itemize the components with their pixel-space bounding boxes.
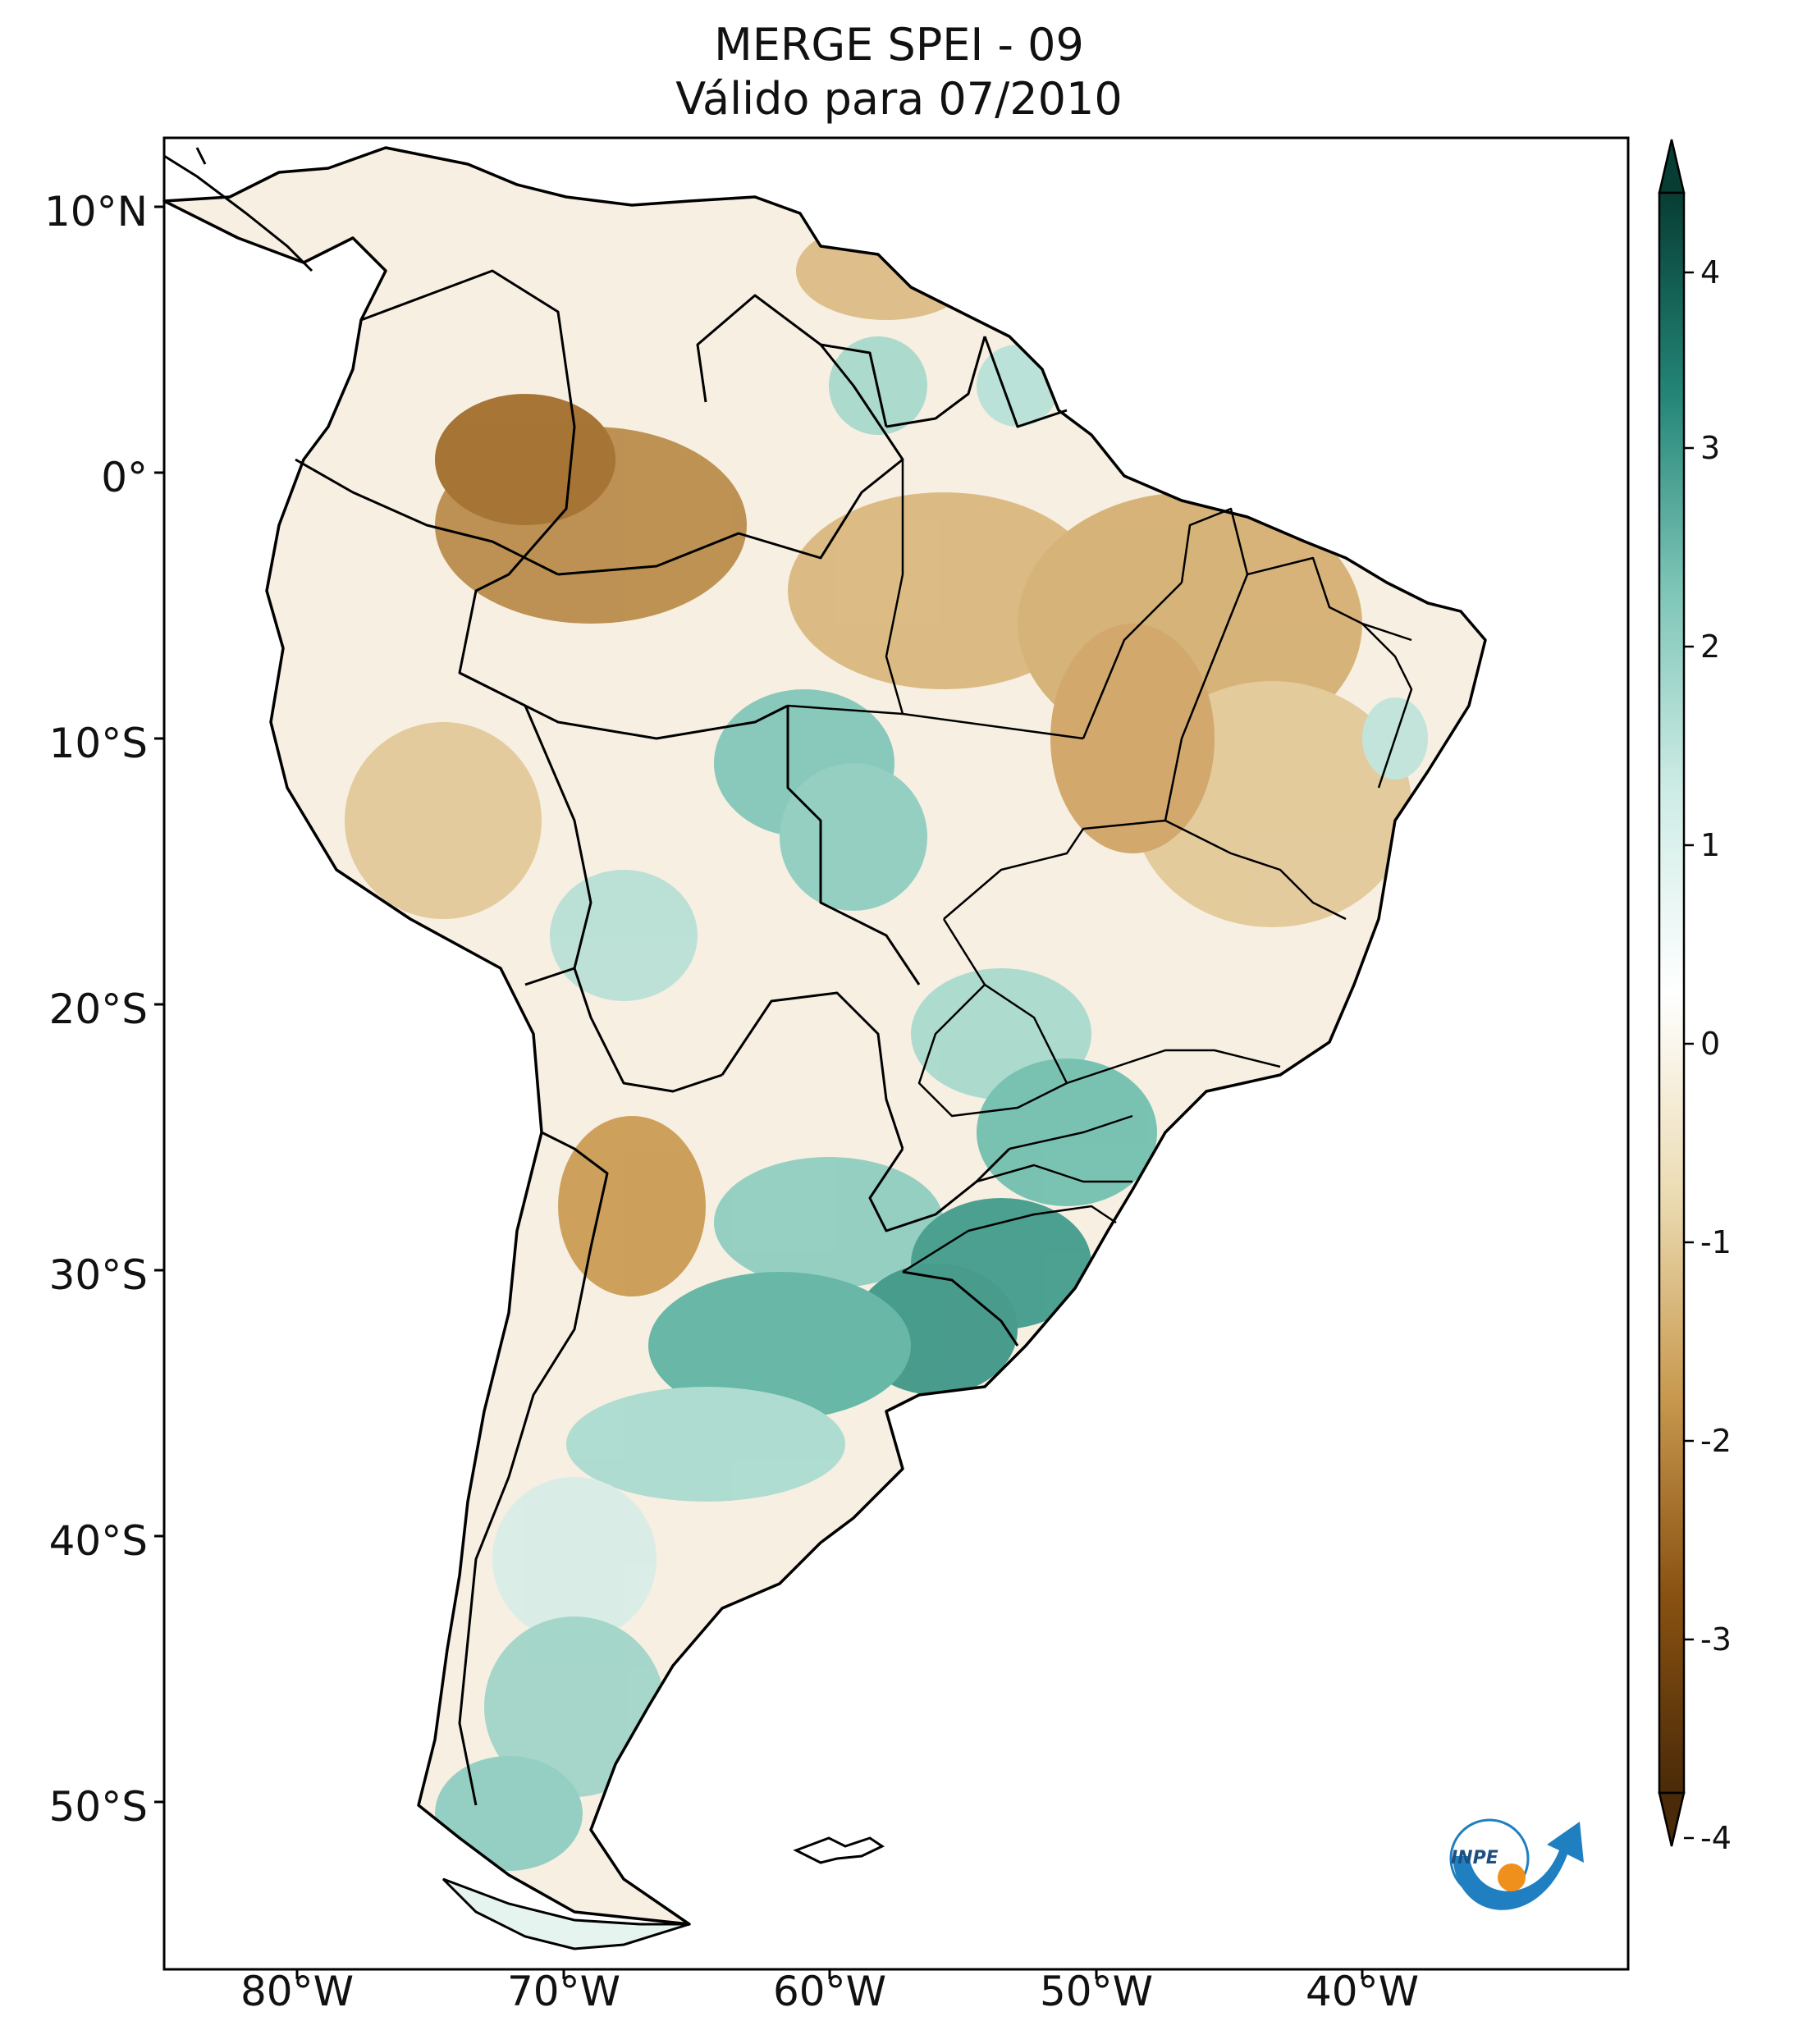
state-border-ms-sp bbox=[917, 984, 1068, 1118]
border-guyana bbox=[820, 343, 888, 428]
lat-label-10s: 10°S bbox=[48, 720, 148, 767]
state-border-tocantins bbox=[1082, 582, 1183, 739]
spei-field bbox=[345, 222, 1428, 1871]
state-border-para bbox=[885, 460, 904, 715]
colorbar bbox=[1658, 139, 1694, 1847]
border-uruguay-brazil bbox=[902, 1270, 1019, 1347]
border-peru-bolivia bbox=[524, 705, 592, 986]
lon-label-70w: 70°W bbox=[506, 1968, 621, 2015]
wet-chaco bbox=[714, 1157, 944, 1288]
lat-label-0: 0° bbox=[101, 454, 148, 501]
border-suriname bbox=[885, 336, 986, 428]
border-bolivia-chile bbox=[573, 967, 723, 1093]
wet-buenos-aires bbox=[566, 1387, 845, 1502]
lat-label-20s: 20°S bbox=[48, 985, 148, 1033]
inpe-logo-text: INPE bbox=[1451, 1848, 1498, 1868]
border-ecuador-peru bbox=[295, 458, 559, 576]
state-border-goias bbox=[943, 819, 1166, 920]
colorbar-label-neg3: -3 bbox=[1700, 1621, 1732, 1658]
colorbar-gradient bbox=[1658, 191, 1686, 1795]
lon-label-80w: 80°W bbox=[240, 1968, 355, 2015]
lon-label-50w: 50°W bbox=[1039, 1968, 1154, 2015]
central-america-coast bbox=[163, 147, 313, 272]
colorbar-label-neg1: -1 bbox=[1700, 1224, 1732, 1260]
map-subtitle: Válido para 07/2010 bbox=[675, 73, 1123, 125]
colorbar-ticks bbox=[1684, 271, 1694, 1840]
wet-mato-grosso bbox=[780, 763, 927, 911]
border-paraguay bbox=[721, 991, 904, 1150]
falkland-islands bbox=[793, 1836, 885, 1864]
wet-bolivia bbox=[550, 870, 698, 1001]
wet-pampas bbox=[648, 1272, 911, 1420]
country-borders bbox=[295, 269, 1068, 1806]
colorbar-min-extend bbox=[1658, 1791, 1686, 1847]
colorbar-label-neg4: -4 bbox=[1700, 1820, 1732, 1856]
tierra-del-fuego bbox=[441, 1877, 690, 1950]
wet-north-patagonia bbox=[492, 1477, 657, 1641]
lat-label-30s: 30°S bbox=[48, 1251, 148, 1299]
lat-label-50s: 50°S bbox=[48, 1783, 148, 1831]
dry-tocantins bbox=[1050, 624, 1215, 853]
border-chile-argentina bbox=[458, 1131, 609, 1806]
colorbar-label-1: 1 bbox=[1700, 827, 1721, 863]
coastline bbox=[162, 146, 1487, 1926]
colorbar-label-3: 3 bbox=[1700, 430, 1721, 466]
state-border-sp-pr bbox=[1009, 1114, 1133, 1150]
border-paraguay-argentina bbox=[868, 1147, 1011, 1232]
wet-parana bbox=[977, 1059, 1157, 1206]
frame-ticks bbox=[154, 205, 1364, 1979]
state-border-bahia-mg bbox=[1164, 819, 1347, 921]
dry-northwest-argentina bbox=[558, 1116, 706, 1296]
colorbar-label-neg2: -2 bbox=[1700, 1423, 1732, 1459]
state-border-pr-sc bbox=[976, 1164, 1132, 1183]
colorbar-label-2: 2 bbox=[1700, 629, 1721, 665]
map-title: MERGE SPEI - 09 bbox=[714, 19, 1084, 71]
dry-peru bbox=[345, 722, 542, 919]
lon-label-60w: 60°W bbox=[772, 1968, 887, 2015]
lon-label-40w: 40°W bbox=[1305, 1968, 1420, 2015]
state-border-sc-rs bbox=[902, 1205, 1117, 1273]
inpe-logo-icon bbox=[1449, 1818, 1584, 1910]
colorbar-max-extend bbox=[1658, 139, 1686, 194]
border-colombia bbox=[360, 269, 576, 707]
dry-core-amazon bbox=[435, 394, 615, 525]
border-bolivia-brazil bbox=[786, 706, 921, 985]
state-border-rn-pb bbox=[1361, 623, 1413, 789]
state-borders bbox=[787, 460, 1413, 1273]
state-border-ceara bbox=[1247, 556, 1412, 642]
border-french-guiana bbox=[983, 336, 1068, 428]
colorbar-label-4: 4 bbox=[1700, 254, 1721, 290]
lat-label-10n: 10°N bbox=[43, 188, 148, 235]
state-border-sp-mg bbox=[942, 918, 1281, 1085]
wet-patagonia bbox=[484, 1616, 665, 1797]
lat-label-40s: 40°S bbox=[48, 1517, 148, 1565]
colorbar-label-0: 0 bbox=[1700, 1026, 1721, 1062]
